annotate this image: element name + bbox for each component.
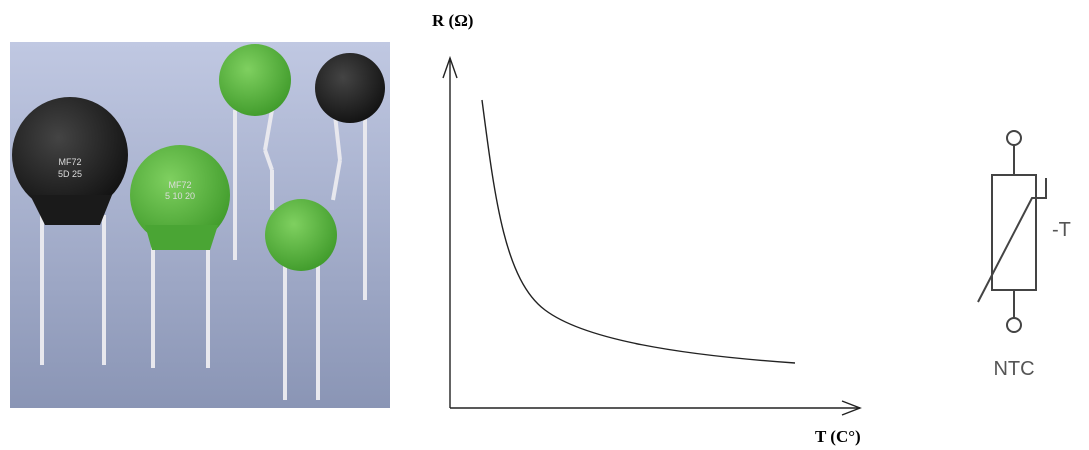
coefficient-label: -T <box>1052 219 1071 241</box>
part-label: MF72 <box>58 157 81 167</box>
resistance-curve <box>481 99 796 364</box>
part-label: 5 10 20 <box>165 191 195 201</box>
x-axis-label: T (C°) <box>815 427 861 446</box>
graph <box>442 55 862 416</box>
x-arrow <box>841 400 862 416</box>
symbol-label: NTC <box>993 358 1034 380</box>
ntc-symbol <box>977 130 1047 333</box>
y-arrow <box>442 55 458 79</box>
part-label: 5D 25 <box>58 169 82 179</box>
part-label: MF72 <box>168 180 191 190</box>
y-axis-label: R (Ω) <box>432 11 473 30</box>
photo: MF72 5D 25 MF72 5 10 20 <box>10 42 390 408</box>
